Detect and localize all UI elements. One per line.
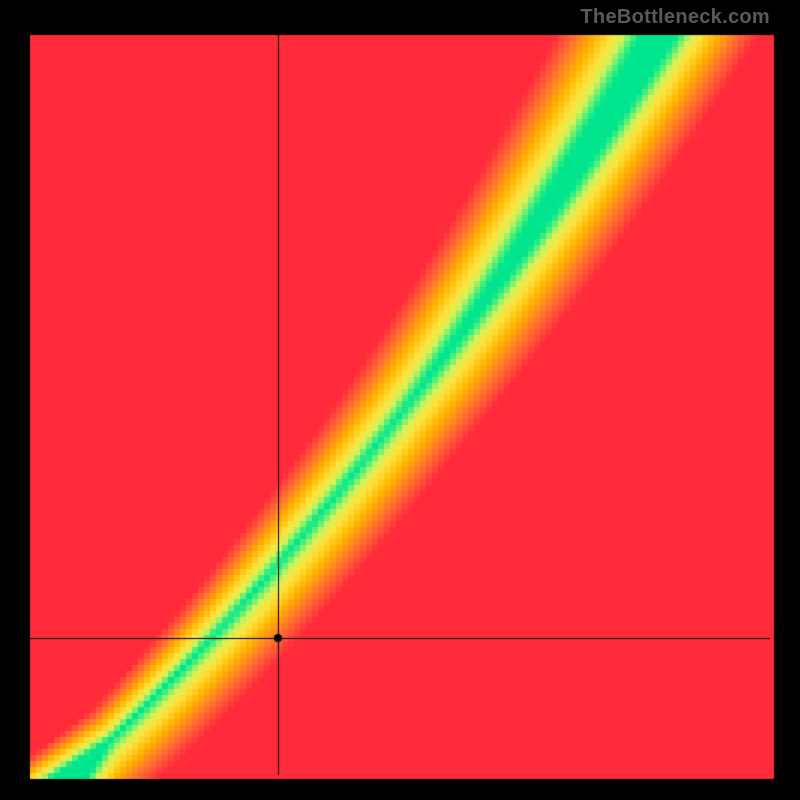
heatmap-canvas xyxy=(0,0,800,800)
watermark-text: TheBottleneck.com xyxy=(580,6,770,29)
chart-container: TheBottleneck.com xyxy=(0,0,800,800)
